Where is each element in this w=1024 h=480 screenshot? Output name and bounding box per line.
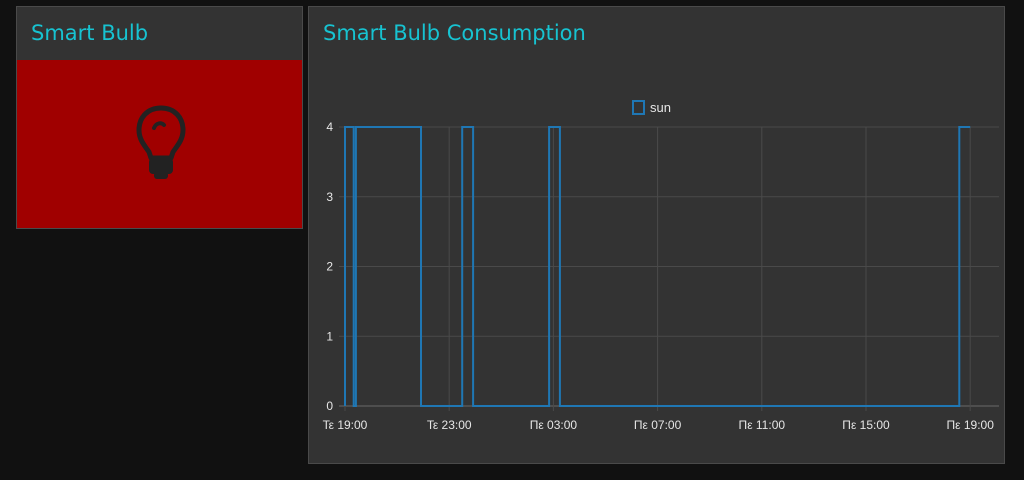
legend-label[interactable]: sun	[650, 100, 671, 115]
consumption-chart: 0 1 2 3 4 Τε 19:00 Τε 23:00 Πε 03:00 Πε 07:00 Πε …	[323, 100, 999, 432]
x-tick-label: Πε 03:00	[530, 418, 578, 432]
x-tick-label: Πε 07:00	[634, 418, 682, 432]
y-tick-label: 2	[326, 260, 333, 274]
y-tick-label: 4	[326, 120, 333, 134]
lightbulb-icon	[136, 105, 186, 179]
consumption-chart-title: Smart Bulb Consumption	[323, 21, 586, 45]
smart-bulb-title: Smart Bulb	[31, 21, 149, 45]
x-tick-label: Πε 15:00	[842, 418, 890, 432]
y-tick-label: 3	[326, 190, 333, 204]
y-tick-label: 1	[326, 329, 333, 343]
y-tick-label: 0	[326, 399, 333, 413]
x-tick-label: Πε 11:00	[739, 418, 786, 432]
smart-bulb-card: Smart Bulb	[16, 6, 303, 229]
legend-swatch[interactable]	[632, 100, 645, 115]
x-tick-label: Τε 19:00	[323, 418, 368, 432]
x-tick-label: Πε 19:00	[947, 418, 995, 432]
series-line-sun	[344, 126, 971, 407]
smart-bulb-toggle[interactable]	[17, 60, 302, 228]
x-tick-label: Τε 23:00	[427, 418, 472, 432]
consumption-chart-card: Smart Bulb Consumption 0 1 2 3 4 Τε 19:00 Τε 2…	[308, 6, 1005, 464]
